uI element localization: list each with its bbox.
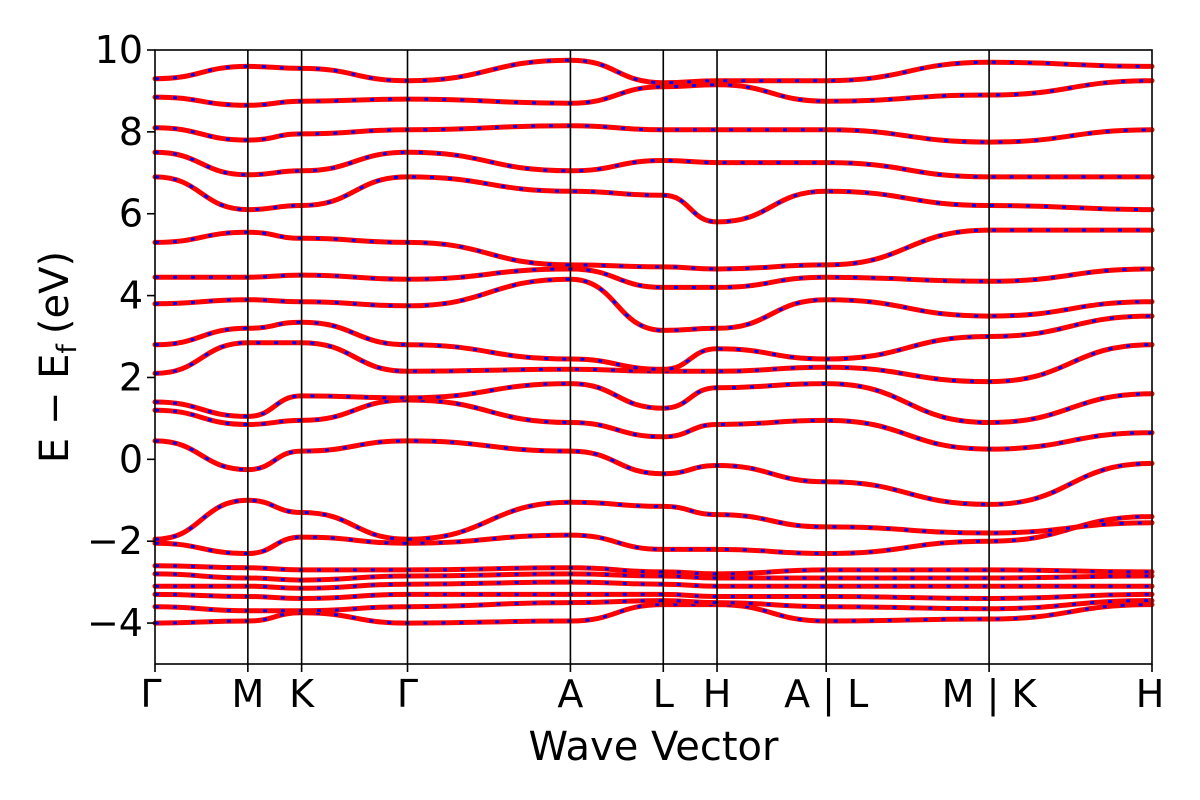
x-tick-label: M bbox=[231, 672, 264, 716]
band-line-18 bbox=[152, 123, 1155, 145]
band-line-20 bbox=[152, 57, 1155, 86]
y-tick-label: 0 bbox=[119, 437, 143, 481]
band-line-11 bbox=[152, 340, 1155, 385]
y-tick-label: 2 bbox=[119, 355, 143, 399]
band-line-4 bbox=[152, 571, 1155, 583]
x-tick-label: A | L bbox=[784, 672, 868, 717]
band-lines bbox=[152, 57, 1155, 626]
band-line-7 bbox=[152, 497, 1155, 542]
x-tick-label: A bbox=[557, 672, 583, 716]
x-tick-label: K bbox=[289, 672, 315, 716]
y-tick-label: 8 bbox=[119, 110, 143, 154]
band-overlay-11 bbox=[154, 341, 1153, 384]
y-axis-label-main: E − E bbox=[32, 354, 78, 464]
band-line-5 bbox=[152, 563, 1155, 577]
band-line-8 bbox=[152, 438, 1155, 507]
band-line-13 bbox=[152, 276, 1155, 333]
x-tick-label: L bbox=[653, 672, 674, 716]
band-line-1 bbox=[152, 598, 1155, 614]
y-axis-label-subscript: f bbox=[52, 343, 83, 354]
band-line-14 bbox=[152, 266, 1155, 290]
band-line-3 bbox=[152, 579, 1155, 591]
y-axis-label-unit: (eV) bbox=[32, 251, 78, 334]
band-overlay-16 bbox=[154, 175, 1153, 224]
band-line-2 bbox=[152, 591, 1155, 601]
x-tick-label: H bbox=[1136, 672, 1165, 716]
y-tick-label: −4 bbox=[87, 601, 143, 645]
y-tick-label: 6 bbox=[119, 192, 143, 236]
band-line-19 bbox=[152, 78, 1155, 108]
plot-frame bbox=[154, 49, 1153, 665]
x-tick-label: H bbox=[703, 672, 732, 716]
x-tick-label: Γ bbox=[140, 672, 161, 716]
band-line-9 bbox=[152, 397, 1155, 452]
y-axis-label: E − Ef (eV) bbox=[32, 251, 83, 463]
x-tick-label: M | K bbox=[942, 672, 1038, 717]
band-line-6 bbox=[152, 514, 1155, 556]
band-overlay-10 bbox=[154, 382, 1153, 425]
band-line-0 bbox=[152, 602, 1155, 626]
y-tick-label: 10 bbox=[95, 28, 143, 72]
x-tick-label: Γ bbox=[397, 672, 418, 716]
y-axis-ticks: −4 −2 0 2 4 6 8 10 bbox=[87, 28, 155, 645]
x-axis-label: Wave Vector bbox=[529, 724, 780, 770]
band-overlay-15 bbox=[154, 228, 1152, 271]
y-tick-label: −2 bbox=[87, 519, 143, 563]
high-symmetry-lines bbox=[247, 50, 990, 664]
band-line-17 bbox=[152, 149, 1155, 180]
band-line-16 bbox=[152, 174, 1155, 225]
band-line-12 bbox=[152, 313, 1155, 372]
band-line-10 bbox=[152, 381, 1155, 425]
y-tick-label: 4 bbox=[119, 274, 143, 318]
band-line-15 bbox=[152, 227, 1155, 272]
